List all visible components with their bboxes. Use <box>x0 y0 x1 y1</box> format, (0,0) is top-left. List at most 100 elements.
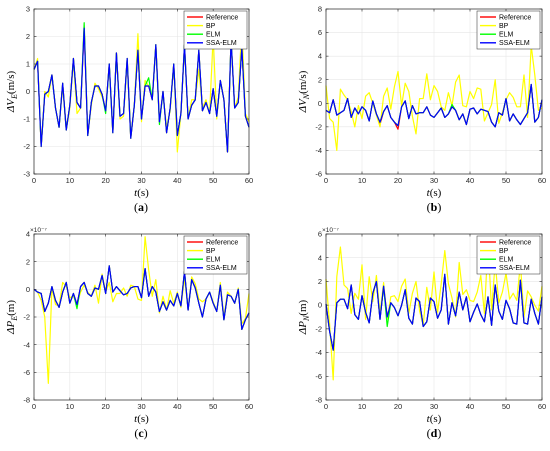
x-axis-label-var: t <box>427 187 431 199</box>
legend-entry-reference: Reference <box>499 239 531 246</box>
caption-letter: c <box>138 426 144 440</box>
y-tick-label: 0 <box>26 285 30 294</box>
y-axis-label-unit: (m) <box>297 299 309 315</box>
y-tick-label: 4 <box>26 230 30 239</box>
x-axis-label: t(s) <box>134 413 149 425</box>
y-tick-label: 2 <box>26 257 30 266</box>
legend-entry-bp: BP <box>206 23 216 30</box>
y-axis-label-unit: (m/s) <box>297 70 309 94</box>
chart-panel-c: 0 10 20 30 40 50 60 -8 -6 -4 -2 0 2 4 ×10⁻⁷ t(s) ΔPE(m) R… <box>5 227 253 440</box>
y-axis-label-unit: (m/s) <box>5 71 17 95</box>
y-axis-label: ΔPN(m) <box>297 299 311 335</box>
y-tick-label: -6 <box>23 368 30 377</box>
y-tick-label: -2 <box>23 142 30 151</box>
x-tick-label: 60 <box>245 402 253 411</box>
legend-entry-reference: Reference <box>206 14 238 21</box>
x-tick-label: 30 <box>430 402 438 411</box>
x-tick-label: 40 <box>466 402 474 411</box>
x-tick-label: 20 <box>394 176 402 185</box>
caption-letter: b <box>431 200 438 214</box>
legend-entry-bp: BP <box>499 23 509 30</box>
caption-open-paren: ( <box>427 426 431 440</box>
x-tick-label: 30 <box>430 176 438 185</box>
x-tick-label: 20 <box>101 176 109 185</box>
y-axis-label-var: ΔP <box>297 321 309 335</box>
x-tick-label: 0 <box>32 176 36 185</box>
x-axis-label: t(s) <box>427 187 442 199</box>
y-axis-label: ΔPE(m) <box>5 300 19 335</box>
y-tick-label: 8 <box>318 5 322 14</box>
x-tick-label: 10 <box>358 402 366 411</box>
y-tick-label: 0 <box>26 87 30 96</box>
caption-letter: a <box>138 200 144 214</box>
caption-open-paren: ( <box>134 426 138 440</box>
x-axis-label-unit: (s) <box>430 413 442 425</box>
x-axis-label-unit: (s) <box>137 413 149 425</box>
legend-entry-elm: ELM <box>499 32 514 39</box>
y-axis-label-sub: N <box>302 93 311 100</box>
x-tick-label: 30 <box>137 402 145 411</box>
y-axis-label-var: ΔP <box>5 321 17 335</box>
y-axis-label-unit: (m) <box>5 300 17 316</box>
legend-entry-reference: Reference <box>499 14 531 21</box>
y-tick-label: -6 <box>315 170 322 179</box>
x-axis-label: t(s) <box>134 187 149 199</box>
x-tick-label: 10 <box>66 402 74 411</box>
x-tick-label: 0 <box>324 176 328 185</box>
y-tick-label: 2 <box>26 32 30 41</box>
legend-entry-bp: BP <box>206 248 216 255</box>
x-tick-label: 10 <box>358 176 366 185</box>
panel-caption: (d) <box>427 426 442 440</box>
series-line-ssa-elm <box>325 273 543 351</box>
y-axis-label: ΔVN(m/s) <box>297 70 311 113</box>
caption-letter: d <box>431 426 438 440</box>
x-axis-label-var: t <box>134 413 138 425</box>
panel-caption: (b) <box>427 200 442 214</box>
y-tick-label: -8 <box>315 396 322 405</box>
x-axis-label-unit: (s) <box>137 187 149 199</box>
x-tick-label: 20 <box>394 402 402 411</box>
y-tick-label: -2 <box>315 324 322 333</box>
x-axis-label: t(s) <box>427 413 442 425</box>
series-line-ssa-elm <box>33 27 250 153</box>
x-tick-label: 0 <box>32 402 36 411</box>
y-tick-label: 0 <box>318 301 322 310</box>
y-tick-label: -4 <box>23 340 30 349</box>
x-tick-label: 50 <box>502 176 510 185</box>
y-tick-label: -8 <box>23 396 30 405</box>
x-tick-label: 40 <box>173 176 181 185</box>
y-tick-label: -1 <box>23 115 30 124</box>
x-axis-label-var: t <box>427 413 431 425</box>
x-tick-label: 30 <box>137 176 145 185</box>
chart-panel-b: 0 10 20 30 40 50 60 -6 -4 -2 0 2 4 6 8 t(s) ΔVN(m/s) Refe… <box>297 5 546 214</box>
y-tick-label: -6 <box>315 372 322 381</box>
x-tick-label: 50 <box>209 402 217 411</box>
caption-close-paren: ) <box>437 200 441 214</box>
legend-entry-elm: ELM <box>206 257 221 264</box>
y-tick-label: -4 <box>315 348 322 357</box>
y-tick-label: 4 <box>318 52 322 61</box>
y-exponent-label: ×10⁻⁷ <box>322 227 339 234</box>
x-axis-label-unit: (s) <box>430 187 442 199</box>
chart-panel-d: 0 10 20 30 40 50 60 -8 -6 -4 -2 0 2 4 6 ×10⁻⁷ t(s) ΔPN(m)… <box>297 227 546 440</box>
x-tick-label: 40 <box>173 402 181 411</box>
legend-entry-elm: ELM <box>206 32 221 39</box>
y-axis-label-sub: E <box>10 316 19 322</box>
y-axis-label-var: ΔV <box>297 98 309 113</box>
y-tick-label: -2 <box>315 122 322 131</box>
legend-entry-ssa-elm: SSA-ELM <box>206 40 237 47</box>
caption-close-paren: ) <box>144 200 148 214</box>
y-tick-label: -2 <box>23 313 30 322</box>
x-axis-label-var: t <box>134 187 138 199</box>
legend-entry-ssa-elm: SSA-ELM <box>499 265 530 272</box>
legend-entry-elm: ELM <box>499 257 514 264</box>
caption-open-paren: ( <box>134 200 138 214</box>
panel-caption: (a) <box>134 200 148 214</box>
y-tick-label: -4 <box>315 146 322 155</box>
chart-panel-a: 0 10 20 30 40 50 60 -3 -2 -1 0 1 2 3 t(s) ΔVE(m/s) Refer… <box>5 5 253 214</box>
y-tick-label: 2 <box>318 75 322 84</box>
y-tick-label: 6 <box>318 28 322 37</box>
